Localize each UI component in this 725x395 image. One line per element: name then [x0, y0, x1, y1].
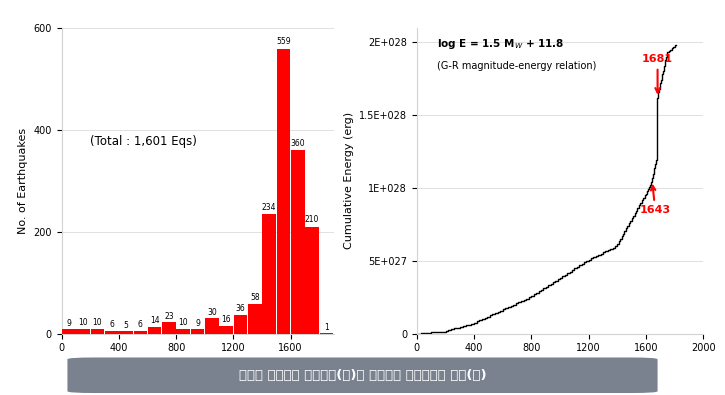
Text: 세기별 역사지진 발생빈도(좌)와 지진발생 누적에너지 분포(우): 세기별 역사지진 발생빈도(좌)와 지진발생 누적에너지 분포(우): [239, 369, 486, 382]
Bar: [62, 329, 75, 334]
Y-axis label: No. of Earthquakes: No. of Earthquakes: [18, 128, 28, 234]
Bar: [191, 329, 204, 334]
Text: 5: 5: [123, 321, 128, 330]
Text: 1: 1: [324, 323, 328, 332]
Text: 1643: 1643: [639, 186, 671, 216]
X-axis label: Year: Year: [182, 359, 213, 372]
Text: 10: 10: [78, 318, 88, 327]
Bar: [105, 331, 118, 334]
Bar: [262, 214, 276, 334]
Bar: [320, 333, 334, 334]
Text: 360: 360: [291, 139, 305, 148]
X-axis label: Year: Year: [544, 359, 576, 372]
Bar: [176, 329, 190, 334]
Bar: [305, 227, 319, 334]
Text: 10: 10: [93, 318, 102, 327]
Text: 6: 6: [109, 320, 114, 329]
Text: 234: 234: [262, 203, 276, 212]
Bar: [133, 331, 147, 334]
Text: 58: 58: [250, 293, 260, 302]
Text: 559: 559: [276, 37, 291, 46]
Bar: [76, 329, 90, 334]
Bar: [220, 325, 233, 334]
Text: 6: 6: [138, 320, 143, 329]
Text: 14: 14: [150, 316, 160, 325]
Text: 16: 16: [221, 315, 231, 324]
Bar: [119, 331, 133, 334]
Text: (G-R magnitude-energy relation): (G-R magnitude-energy relation): [437, 61, 596, 71]
Text: 10: 10: [178, 318, 188, 327]
Text: 36: 36: [236, 304, 245, 313]
Bar: [205, 318, 219, 334]
Bar: [148, 327, 162, 334]
Bar: [233, 315, 247, 334]
Text: log E = 1.5 M$_W$ + 11.8: log E = 1.5 M$_W$ + 11.8: [437, 37, 564, 51]
Text: 9: 9: [195, 319, 200, 328]
Text: 30: 30: [207, 308, 217, 317]
Bar: [162, 322, 175, 334]
Bar: [291, 150, 304, 334]
Text: 23: 23: [164, 312, 174, 320]
Text: (Total : 1,601 Eqs): (Total : 1,601 Eqs): [90, 135, 197, 148]
Bar: [277, 49, 290, 334]
Bar: [248, 304, 262, 334]
Text: 9: 9: [67, 319, 71, 328]
Y-axis label: Cumulative Energy (erg): Cumulative Energy (erg): [344, 112, 354, 249]
FancyBboxPatch shape: [67, 357, 658, 393]
Text: 1681: 1681: [642, 54, 673, 92]
Text: 210: 210: [304, 215, 319, 224]
Bar: [91, 329, 104, 334]
